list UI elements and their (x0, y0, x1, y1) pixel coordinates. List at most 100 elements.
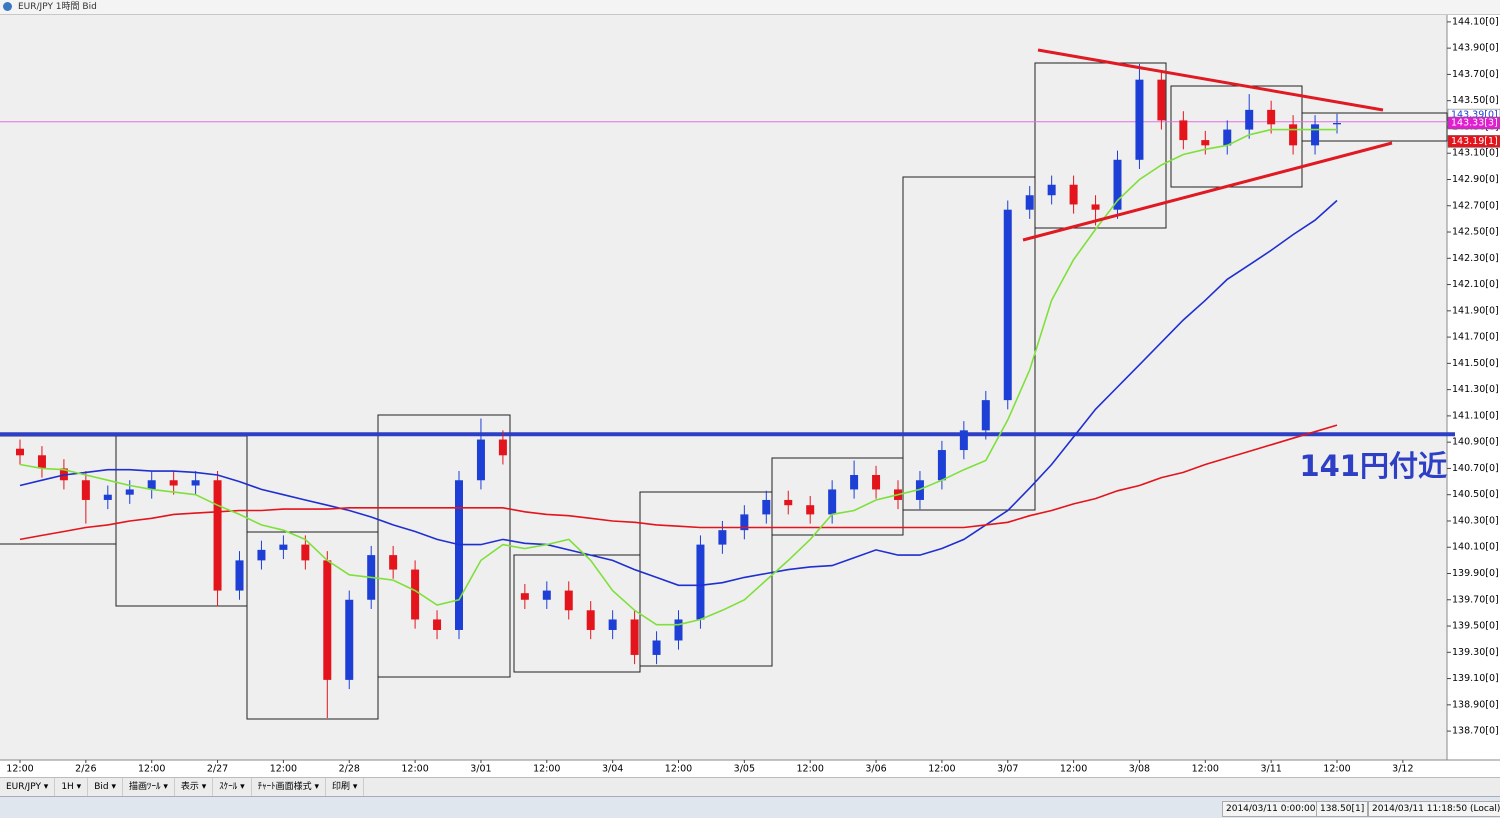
candle-body (542, 590, 551, 600)
candle-body (257, 549, 266, 561)
y-tick-label: 140.90[0] (1452, 437, 1499, 448)
candle-body (872, 474, 881, 490)
x-tick-label: 2/27 (207, 764, 228, 775)
status-price: 138.50[1] (1316, 801, 1369, 817)
y-tick-label: 141.30[0] (1452, 384, 1499, 395)
y-tick-label: 140.10[0] (1452, 542, 1499, 553)
x-tick-label: 3/01 (470, 764, 491, 775)
x-tick-label: 3/11 (1260, 764, 1281, 775)
x-tick-label: 2/26 (75, 764, 96, 775)
moving-average (19, 128, 1337, 626)
y-tick-label: 143.10[0] (1452, 148, 1499, 159)
candle-body (652, 640, 661, 655)
candle-body (389, 555, 398, 570)
y-tick-label: 141.10[0] (1452, 410, 1499, 421)
y-tick-label: 142.10[0] (1452, 279, 1499, 290)
y-tick-label: 139.90[0] (1452, 568, 1499, 579)
status-local-time: 2014/03/11 11:18:50 (Local) (1368, 801, 1500, 817)
candle-body (1311, 124, 1320, 146)
candle-body (16, 448, 24, 456)
candle-body (806, 505, 815, 515)
candle-body (828, 489, 837, 515)
candle-body (740, 514, 749, 531)
y-tick-label: 143.50[0] (1452, 95, 1499, 106)
candle-body (147, 480, 156, 490)
y-tick-label: 140.70[0] (1452, 463, 1499, 474)
candle-body (323, 560, 332, 680)
price-tag-label: 143.39[0] (1451, 110, 1498, 121)
y-tick-label: 141.70[0] (1452, 332, 1499, 343)
y-tick-label: 142.50[0] (1452, 227, 1499, 238)
x-tick-label: 3/08 (1129, 764, 1150, 775)
candle-body (981, 400, 990, 431)
range-box (1034, 62, 1167, 229)
toolbar-button[interactable]: 1H ▾ (55, 778, 89, 796)
y-tick-label: 141.90[0] (1452, 305, 1499, 316)
toolbar-button[interactable]: 表示 ▾ (175, 778, 214, 796)
x-tick-label: 12:00 (138, 764, 165, 775)
candle-body (937, 450, 946, 481)
toolbar-button[interactable]: EUR/JPY ▾ (0, 778, 56, 796)
candle-body (762, 499, 771, 515)
candle-body (345, 599, 354, 680)
y-tick-label: 140.50[0] (1452, 489, 1499, 500)
plot-area (0, 14, 1447, 760)
candle-body (1289, 124, 1298, 146)
candle-body (1135, 79, 1144, 160)
y-tick-label: 138.70[0] (1452, 726, 1499, 737)
price-tag (1447, 116, 1500, 130)
candle-body (630, 619, 639, 655)
candle-body (1333, 123, 1341, 125)
x-tick-label: 3/06 (865, 764, 886, 775)
moving-average (19, 424, 1338, 541)
toolbar-button[interactable]: Bid ▾ (88, 778, 123, 796)
candle-body (1267, 109, 1276, 125)
x-tick-label: 3/12 (1392, 764, 1413, 775)
candle-body (169, 480, 178, 486)
candle-body (1223, 129, 1232, 146)
candle-body (1091, 204, 1100, 210)
candle-body (1245, 109, 1254, 130)
toolbar-button[interactable]: 描画ﾂｰﾙ ▾ (123, 778, 175, 796)
x-tick-label: 12:00 (270, 764, 297, 775)
candle-body (103, 494, 112, 500)
candle-body (674, 619, 683, 641)
candle-body (235, 560, 244, 591)
window-title: EUR/JPY 1時間 Bid (18, 2, 97, 12)
candle-body (1003, 209, 1012, 401)
candle-body (696, 544, 705, 620)
chart: 141円付近 138.70[0] 138.90[0] 139.10[0] 139.30… (0, 14, 1500, 775)
toolbar-button[interactable]: 印刷 ▾ (326, 778, 365, 796)
candle-body (191, 480, 200, 486)
candle-body (1113, 159, 1122, 210)
x-tick-label: 3/07 (997, 764, 1018, 775)
candle-body (718, 530, 727, 545)
candle-body (433, 619, 442, 630)
y-tick-label: 142.90[0] (1452, 174, 1499, 185)
candle-body (850, 474, 859, 490)
candle-body (1201, 140, 1210, 146)
y-tick-label: 139.10[0] (1452, 673, 1499, 684)
y-tick-label: 139.70[0] (1452, 594, 1499, 605)
toolbar-button[interactable]: ｽｹｰﾙ ▾ (213, 778, 252, 796)
y-tick-label: 143.90[0] (1452, 43, 1499, 54)
price-tag-label: 143.19[1] (1451, 136, 1498, 147)
price-tag-label: 143.33[3] (1451, 118, 1498, 129)
x-tick-label: 3/05 (734, 764, 755, 775)
candle-body (81, 480, 90, 500)
status-time: 2014/03/11 0:00:00 (1222, 801, 1320, 817)
y-tick-label: 143.70[0] (1452, 69, 1499, 80)
toolbar-button[interactable]: ﾁｬｰﾄ画面様式 ▾ (252, 778, 327, 796)
trend-line (1037, 48, 1384, 112)
moving-average (19, 199, 1338, 587)
candle-body (213, 480, 222, 591)
y-tick-label: 142.30[0] (1452, 253, 1499, 264)
candle-body (498, 439, 507, 456)
x-tick-label: 12:00 (1192, 764, 1219, 775)
x-tick-label: 12:00 (6, 764, 33, 775)
y-tick-label: 140.30[0] (1452, 515, 1499, 526)
y-tick-label: 139.50[0] (1452, 621, 1499, 632)
candle-body (1025, 195, 1034, 210)
y-tick-label: 138.90[0] (1452, 699, 1499, 710)
